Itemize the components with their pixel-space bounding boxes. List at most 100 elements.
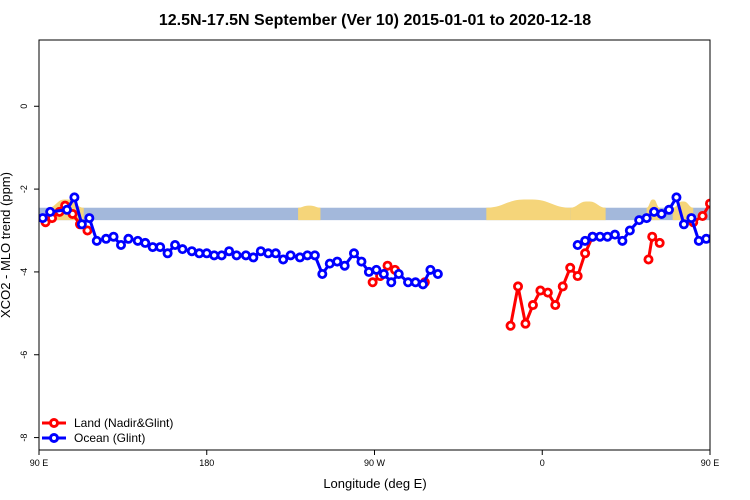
y-tick-label: -4: [19, 268, 29, 276]
data-point: [425, 264, 436, 275]
x-axis-label: Longitude (deg E): [323, 476, 426, 491]
data-point: [572, 239, 583, 250]
data-point: [550, 300, 561, 311]
series-line-segment: [509, 236, 594, 327]
data-point: [542, 287, 553, 298]
data-point: [734, 237, 741, 244]
data-point: [155, 242, 166, 253]
legend: Land (Nadir&Glint) Ocean (Glint): [42, 416, 173, 445]
series-ocean: [39, 192, 749, 290]
land-mass-1: [298, 205, 321, 221]
data-point: [309, 250, 320, 261]
data-point: [386, 277, 397, 288]
y-axis-label: XCO2 - MLO trend (ppm): [0, 172, 13, 318]
data-point: [697, 211, 708, 222]
data-point: [641, 213, 652, 224]
data-point: [624, 225, 635, 236]
data-point: [378, 268, 389, 279]
x-tick-label: 90 E: [701, 458, 720, 468]
data-point: [643, 254, 654, 265]
data-point: [663, 204, 674, 215]
legend-marker-land: [49, 418, 59, 428]
data-point: [708, 233, 710, 241]
y-tick-label: -6: [19, 351, 29, 359]
data-point: [367, 277, 378, 288]
data-point: [725, 235, 732, 242]
data-point: [248, 252, 259, 263]
land-mass-3: [570, 201, 606, 221]
data-point: [162, 248, 173, 259]
data-point: [108, 231, 119, 242]
legend-marker-ocean: [49, 433, 59, 443]
land-mass-2: [486, 199, 571, 221]
data-point: [557, 281, 568, 292]
x-tick-label: 90 W: [364, 458, 386, 468]
data-point: [617, 235, 628, 246]
data-point: [678, 219, 689, 230]
data-point: [656, 208, 667, 219]
y-tick-label: -8: [19, 434, 29, 442]
data-point: [513, 281, 524, 292]
data-point: [356, 256, 367, 267]
x-tick-label: 90 E: [30, 458, 49, 468]
data-point: [285, 250, 296, 261]
ocean-band: [39, 207, 710, 221]
data-point: [332, 256, 343, 267]
data-point: [216, 250, 227, 261]
data-point: [654, 237, 665, 248]
data-point: [91, 235, 102, 246]
data-point: [270, 248, 281, 259]
legend-label-land: Land (Nadir&Glint): [74, 416, 173, 430]
data-point: [505, 320, 516, 331]
data-point: [348, 248, 359, 259]
data-point: [742, 239, 749, 246]
legend-label-ocean: Ocean (Glint): [74, 431, 145, 445]
data-point: [339, 260, 350, 271]
x-tick-label: 0: [540, 458, 545, 468]
data-point: [572, 271, 583, 282]
data-point: [520, 318, 531, 329]
data-point: [45, 206, 56, 217]
data-point: [224, 246, 235, 257]
data-point: [82, 225, 93, 236]
data-point: [123, 233, 134, 244]
data-point: [417, 279, 428, 290]
data-point: [580, 248, 591, 259]
data-point: [116, 239, 127, 250]
data-point: [432, 268, 443, 279]
data-point: [393, 268, 404, 279]
data-point: [371, 264, 382, 275]
data-point: [686, 213, 697, 224]
data-point: [647, 231, 658, 242]
data-point: [580, 235, 591, 246]
y-tick-label: -2: [19, 185, 29, 193]
data-point: [718, 241, 725, 248]
data-point: [278, 254, 289, 265]
data-point: [565, 262, 576, 273]
axes: 90 E 180 90 W 0 90 E 0 -2 -4 -6 -8: [19, 39, 720, 468]
data-point: [84, 213, 95, 224]
data-point: [671, 192, 682, 203]
series-layer: [39, 192, 749, 331]
data-point: [61, 204, 72, 215]
data-point: [527, 300, 538, 311]
data-point: [39, 213, 48, 224]
data-point: [231, 250, 242, 261]
data-point: [69, 192, 80, 203]
legend-item-land: Land (Nadir&Glint): [42, 416, 173, 430]
data-point: [716, 217, 723, 224]
data-point: [382, 260, 393, 271]
data-point: [609, 229, 620, 240]
data-point: [170, 239, 181, 250]
legend-item-ocean: Ocean (Glint): [42, 431, 145, 445]
chart-title: 12.5N-17.5N September (Ver 10) 2015-01-0…: [159, 12, 591, 29]
x-tick-label: 180: [199, 458, 214, 468]
data-point: [723, 227, 730, 234]
data-point: [140, 237, 151, 248]
data-point: [705, 198, 710, 209]
data-point: [76, 219, 87, 230]
data-point: [177, 244, 188, 255]
y-tick-label: 0: [19, 104, 29, 109]
plot-background-band: [39, 199, 710, 221]
